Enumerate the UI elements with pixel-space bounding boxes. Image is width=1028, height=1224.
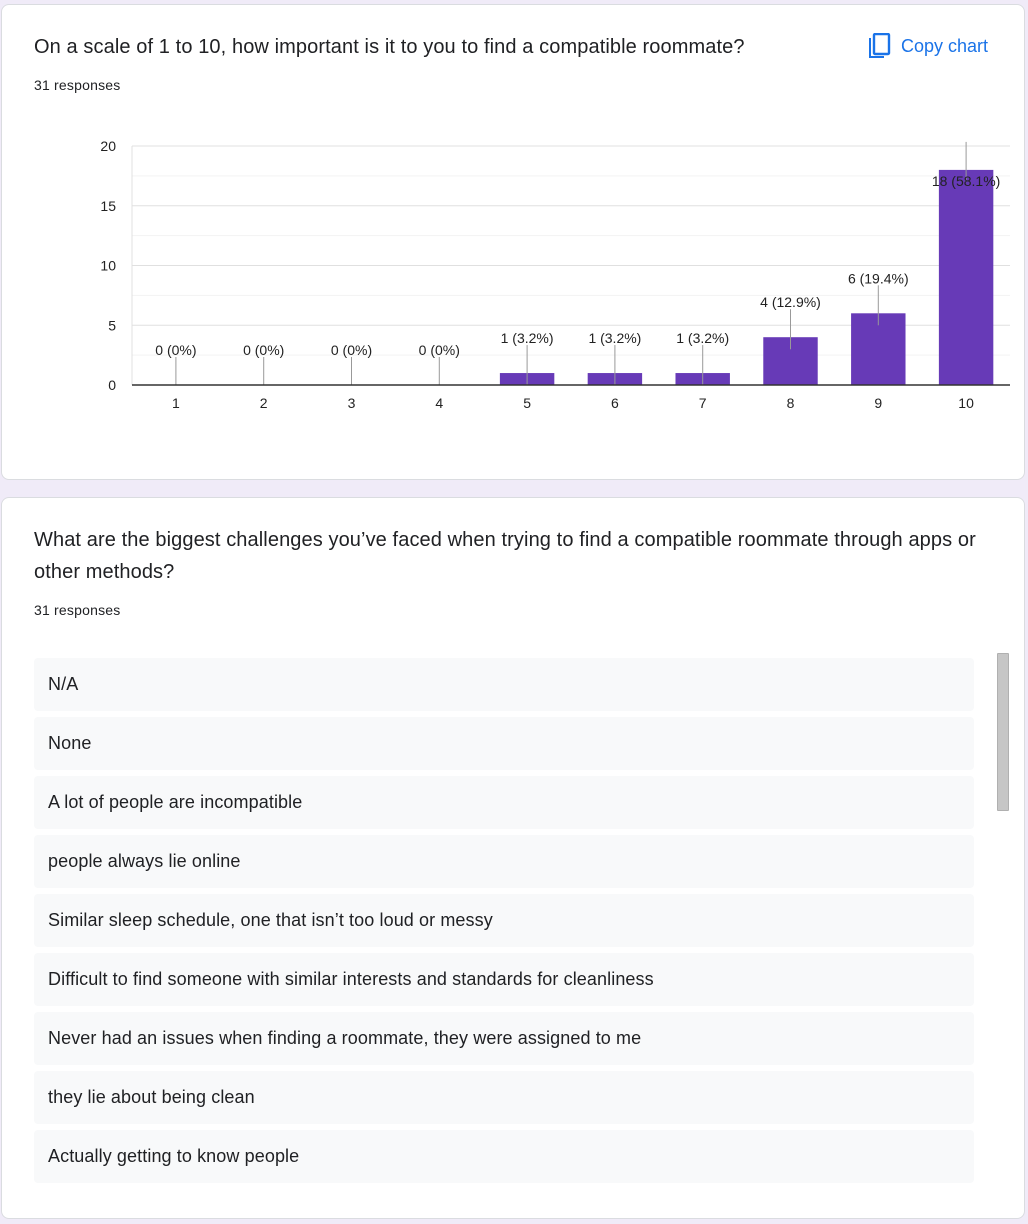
data-label: 1 (3.2%) (588, 330, 641, 346)
x-tick-label: 5 (523, 395, 531, 411)
list-item: Similar sleep schedule, one that isn’t t… (34, 894, 974, 947)
data-label: 6 (19.4%) (848, 270, 909, 286)
text-responses-card: What are the biggest challenges you’ve f… (1, 497, 1025, 1219)
x-tick-label: 6 (611, 395, 619, 411)
list-item: A lot of people are incompatible (34, 776, 974, 829)
data-label: 0 (0%) (243, 342, 284, 358)
response-count: 31 responses (34, 602, 121, 618)
data-label: 0 (0%) (155, 342, 196, 358)
y-tick-label: 0 (108, 377, 116, 393)
copy-icon (867, 33, 891, 59)
data-label: 0 (0%) (331, 342, 372, 358)
chart-card: On a scale of 1 to 10, how important is … (1, 4, 1025, 480)
response-list: N/A None A lot of people are incompatible p… (34, 658, 974, 1189)
x-tick-label: 7 (699, 395, 707, 411)
x-tick-label: 4 (435, 395, 443, 411)
y-tick-label: 15 (100, 198, 116, 214)
list-item: None (34, 717, 974, 770)
x-tick-label: 8 (787, 395, 795, 411)
list-item: people always lie online (34, 835, 974, 888)
list-item: Never had an issues when finding a roomm… (34, 1012, 974, 1065)
copy-chart-label: Copy chart (900, 35, 988, 56)
list-item: they lie about being clean (34, 1071, 974, 1124)
data-label: 4 (12.9%) (760, 294, 821, 310)
list-item: Actually getting to know people (34, 1130, 974, 1183)
list-item: N/A (34, 658, 974, 711)
copy-chart-button[interactable]: Copy chart (867, 33, 988, 59)
question-title: What are the biggest challenges you’ve f… (34, 529, 976, 583)
y-tick-label: 10 (100, 258, 116, 274)
list-item: Difficult to find someone with similar i… (34, 953, 974, 1006)
scrollbar-thumb[interactable] (997, 653, 1009, 811)
x-tick-label: 3 (348, 395, 356, 411)
y-tick-label: 20 (100, 138, 116, 154)
x-tick-label: 10 (958, 395, 974, 411)
bar (938, 169, 994, 385)
data-label: 1 (3.2%) (676, 330, 729, 346)
x-tick-label: 2 (260, 395, 268, 411)
question-title: On a scale of 1 to 10, how important is … (34, 36, 745, 58)
x-tick-label: 1 (172, 395, 180, 411)
data-label: 0 (0%) (419, 342, 460, 358)
x-tick-label: 9 (874, 395, 882, 411)
response-count: 31 responses (34, 77, 121, 93)
y-tick-label: 5 (108, 317, 116, 333)
data-label: 18 (58.1%) (932, 173, 1000, 189)
bar-chart: 0 5 10 15 20 0 (0%) 1 0 (0%) 2 0 (0%) 3 0 (0%) 4 1 (3… (100, 138, 1010, 411)
data-label: 1 (3.2%) (501, 330, 554, 346)
